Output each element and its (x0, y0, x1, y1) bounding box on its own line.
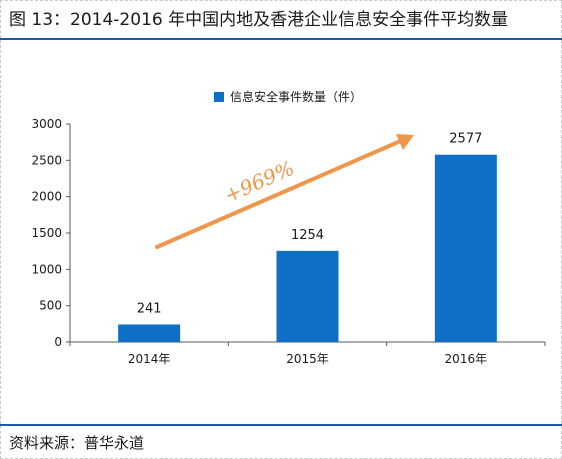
figure-footer: 资料来源：普华永道 (0, 424, 562, 459)
y-tick-label: 0 (54, 335, 62, 349)
y-tick-label: 500 (39, 299, 62, 313)
bar (276, 250, 339, 342)
bar (118, 324, 181, 342)
bar (434, 154, 497, 342)
x-tick-label: 2016年 (445, 352, 488, 366)
growth-annotation: +969% (220, 156, 297, 208)
source-note: 资料来源：普华永道 (9, 434, 145, 452)
y-tick-label: 3000 (31, 117, 62, 131)
data-label: 2577 (449, 132, 482, 147)
figure-title: 图 13：2014-2016 年中国内地及香港企业信息安全事件平均数量 (9, 10, 509, 30)
x-tick-label: 2014年 (128, 352, 171, 366)
y-tick-label: 1500 (31, 226, 62, 240)
data-label: 1254 (291, 228, 324, 243)
growth-arrow-line (155, 137, 406, 249)
legend-label: 信息安全事件数量（件） (230, 89, 362, 104)
y-tick-label: 1000 (31, 262, 62, 276)
bar-chart: 0 500 1000 1500 2000 2500 3000 241 2014年 1254 2015… (31, 89, 546, 366)
y-tick-label: 2500 (31, 153, 62, 167)
legend-swatch (214, 92, 224, 102)
growth-arrow-head (396, 134, 414, 150)
y-tick-label: 2000 (31, 190, 62, 204)
figure-title-bar: 图 13：2014-2016 年中国内地及香港企业信息安全事件平均数量 (0, 0, 562, 40)
chart-area: 0 500 1000 1500 2000 2500 3000 241 2014年 1254 2015… (0, 40, 562, 425)
x-tick-label: 2015年 (286, 352, 329, 366)
data-label: 241 (137, 301, 162, 316)
